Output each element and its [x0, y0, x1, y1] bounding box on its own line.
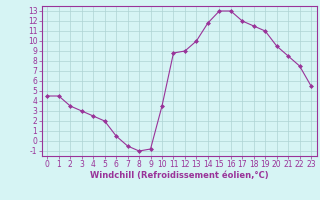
X-axis label: Windchill (Refroidissement éolien,°C): Windchill (Refroidissement éolien,°C) — [90, 171, 268, 180]
